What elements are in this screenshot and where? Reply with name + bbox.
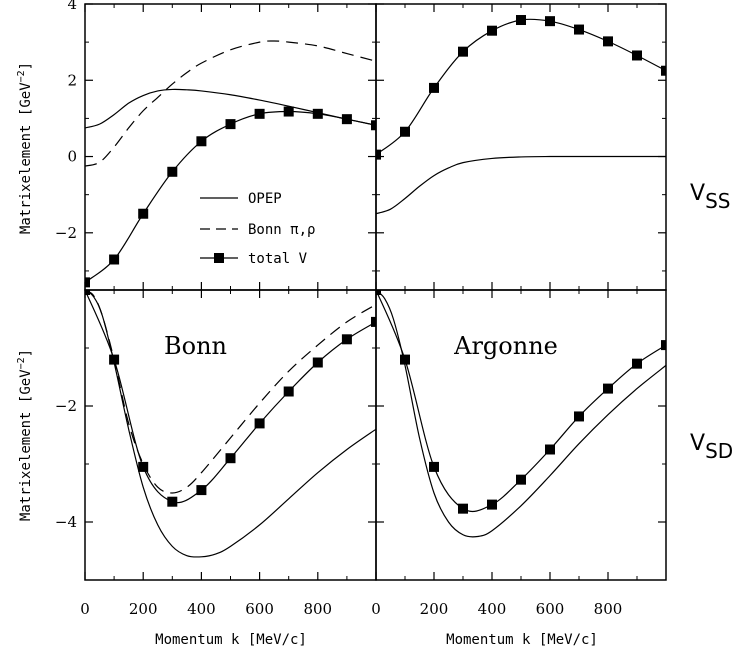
- y-tick-label: 4: [67, 0, 77, 13]
- y-axis-label-top: Matrixelement [GeV−2]: [16, 62, 34, 234]
- data-point-total-v: [574, 411, 584, 422]
- series-line-total-v: [85, 290, 376, 504]
- x-tick-label: 200: [129, 600, 158, 618]
- y-tick-label: −4: [55, 513, 77, 531]
- x-tick-label: 200: [420, 600, 449, 618]
- data-point-total-v: [283, 106, 294, 117]
- y-tick-label: −2: [55, 397, 77, 415]
- x-axis-label-right: Momentum k [MeV/c]: [446, 632, 598, 648]
- data-point-total-v: [167, 496, 178, 507]
- panel-frame: [84, 3, 377, 291]
- x-tick-label: 0: [80, 600, 90, 618]
- x-tick-label: 600: [245, 600, 274, 618]
- panel-v-ss-1: [375, 3, 667, 291]
- legend-label-opep: OPEP: [248, 191, 282, 207]
- panel-frame: [375, 3, 667, 291]
- legend: OPEP Bonn π,ρ total V: [200, 191, 315, 267]
- data-point-total-v: [283, 386, 294, 397]
- data-point-total-v: [545, 444, 555, 455]
- data-point-total-v: [341, 334, 352, 345]
- series-line-opep: [376, 155, 666, 215]
- panel-annotation: Argonne: [453, 332, 558, 360]
- data-point-total-v: [371, 120, 376, 131]
- data-point-total-v: [85, 277, 90, 288]
- x-tick-label: 600: [536, 600, 565, 618]
- x-tick-label: 400: [478, 600, 507, 618]
- data-point-total-v: [196, 485, 207, 496]
- data-point-total-v: [603, 383, 613, 394]
- x-tick-label: 0: [371, 600, 381, 618]
- data-point-total-v: [574, 24, 584, 35]
- y-axis-label-bottom: Matrixelement [GeV−2]: [16, 349, 34, 521]
- data-point-total-v: [138, 208, 149, 219]
- x-tick-label: 400: [187, 600, 216, 618]
- x-tick-label: 800: [594, 600, 623, 618]
- data-point-total-v: [400, 126, 410, 137]
- series-line-opep: [85, 88, 376, 129]
- y-tick-label: 2: [67, 71, 77, 89]
- data-point-total-v: [429, 461, 439, 472]
- data-point-total-v: [487, 499, 497, 510]
- data-point-total-v: [196, 136, 207, 147]
- y-tick-label: 0: [67, 148, 77, 166]
- panel-v-ss-0: −2 0 2 4: [55, 0, 377, 291]
- data-point-total-v: [341, 114, 352, 125]
- data-point-total-v: [516, 15, 526, 26]
- series-line-total-v: [85, 110, 376, 283]
- data-point-total-v: [632, 50, 642, 61]
- data-point-total-v: [458, 503, 468, 514]
- data-point-total-v: [603, 36, 613, 47]
- row-label-vsd: VSD: [690, 431, 733, 463]
- data-point-total-v: [458, 46, 468, 57]
- x-axis-label-left: Momentum k [MeV/c]: [155, 632, 307, 648]
- data-point-total-v: [254, 108, 265, 119]
- data-point-total-v: [661, 65, 666, 76]
- legend-label-total: total V: [248, 251, 308, 267]
- data-point-total-v: [254, 418, 265, 429]
- data-point-total-v: [376, 290, 381, 295]
- data-point-total-v: [109, 254, 120, 265]
- data-point-total-v: [429, 82, 439, 93]
- data-point-total-v: [376, 149, 381, 160]
- series-line-opep: [376, 290, 666, 538]
- panel-annotation: Bonn: [164, 332, 227, 360]
- row-label-vss: VSS: [690, 181, 730, 213]
- panel-v-sd-0: 0 200 400 600 800 −4 −2 Bonn: [55, 289, 377, 618]
- legend-marker-total: [214, 253, 224, 263]
- data-point-total-v: [312, 108, 323, 119]
- data-point-total-v: [109, 354, 120, 365]
- legend-label-bonn: Bonn π,ρ: [248, 222, 315, 238]
- series-line-bonn: [85, 290, 376, 494]
- data-point-total-v: [371, 316, 376, 327]
- series-group: [376, 15, 666, 215]
- data-point-total-v: [312, 357, 323, 368]
- data-point-total-v: [487, 25, 497, 36]
- data-point-total-v: [545, 16, 555, 27]
- data-point-total-v: [225, 453, 236, 464]
- series-line-total-v: [376, 18, 666, 156]
- x-tick-label: 800: [303, 600, 332, 618]
- data-point-total-v: [400, 354, 410, 365]
- data-point-total-v: [516, 474, 526, 485]
- y-tick-label: −2: [55, 224, 77, 242]
- data-point-total-v: [138, 461, 149, 472]
- data-point-total-v: [661, 340, 666, 351]
- series-line-bonn: [85, 40, 376, 167]
- panel-v-sd-1: 0 200 400 600 800 Argonne: [371, 289, 667, 618]
- series-group: [85, 290, 376, 558]
- data-point-total-v: [632, 358, 642, 369]
- data-point-total-v: [85, 290, 90, 295]
- series-group: [376, 290, 666, 538]
- series-group: [85, 40, 376, 288]
- data-point-total-v: [225, 119, 236, 130]
- data-point-total-v: [167, 166, 178, 177]
